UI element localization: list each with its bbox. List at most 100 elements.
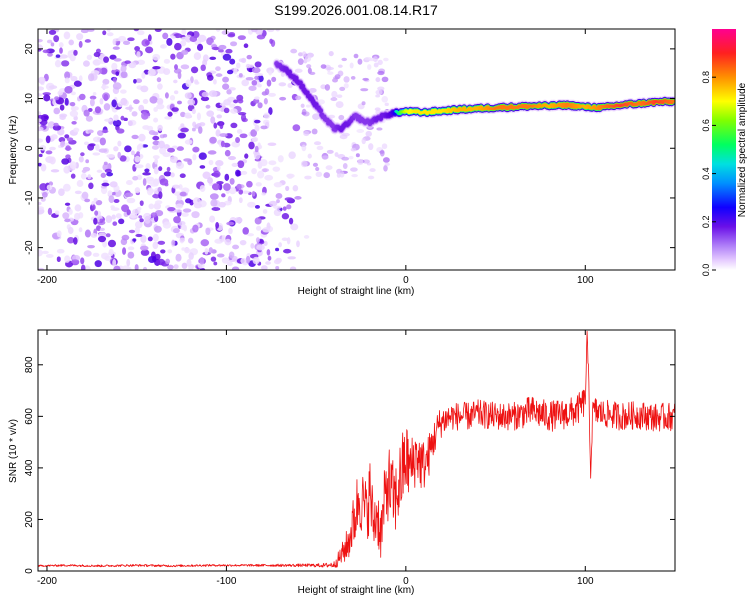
spectrogram-noise-cell: [255, 237, 260, 244]
spectrogram-noise-cell: [43, 94, 51, 102]
spectrogram-noise-cell: [192, 153, 197, 161]
spectrogram-noise-cell: [119, 155, 127, 162]
spectrogram-noise-cell: [230, 122, 238, 129]
spectrogram-noise-cell: [177, 71, 182, 80]
spectrogram-noise-cell: [124, 60, 131, 64]
spectrogram-noise-cell: [301, 144, 307, 152]
spectrogram-noise-cell: [204, 247, 209, 255]
spectrogram-noise-cell: [226, 261, 233, 266]
spectrogram-noise-cell: [78, 75, 83, 82]
spectrogram-noise-cell: [175, 253, 182, 262]
spectrogram-noise-cell: [281, 213, 290, 220]
spectrogram-noise-cell: [50, 134, 58, 140]
spectrogram-noise-cell: [262, 227, 271, 233]
spectrogram-noise-cell: [206, 74, 214, 81]
colorbar-gradient: [712, 29, 736, 270]
spectrogram-noise-cell: [356, 128, 365, 134]
spectrogram-noise-cell: [122, 247, 127, 255]
spectrogram-noise-cell: [181, 262, 188, 269]
spectrogram-noise-cell: [156, 103, 165, 110]
spectrogram-noise-cell: [167, 249, 173, 254]
spectrogram-noise-cell: [80, 172, 87, 180]
spectrogram-noise-cell: [202, 59, 208, 67]
spectrogram-noise-cell: [225, 48, 233, 54]
spectrogram-noise-cell: [172, 145, 178, 149]
spectrogram-noise-cell: [109, 181, 118, 188]
spectrogram-noise-cell: [134, 45, 141, 52]
spectrogram-noise-cell: [131, 111, 138, 117]
spectrogram-noise-cell: [80, 257, 85, 265]
spectrogram-noise-cell: [315, 166, 320, 172]
spectrogram-noise-cell: [238, 197, 243, 204]
spectrogram-noise-cell: [184, 247, 191, 254]
spectrogram-noise-cell: [78, 93, 86, 101]
spectrogram-noise-cell: [254, 119, 261, 124]
spectrogram-noise-cell: [375, 77, 381, 83]
spectrogram-noise-cell: [179, 237, 186, 243]
spectrogram-noise-cell: [276, 199, 280, 204]
spectrogram-noise-cell: [138, 133, 146, 142]
spectrogram-noise-cell: [361, 101, 366, 106]
spectrogram-noise-cell: [226, 89, 232, 95]
spectrogram-noise-cell: [49, 146, 56, 151]
spectrogram-noise-cell: [83, 109, 90, 117]
spectrogram-noise-cell: [38, 38, 43, 43]
spectrogram-noise-cell: [288, 151, 296, 159]
spectrogram-noise-cell: [135, 78, 143, 84]
spectrogram-noise-cell: [192, 146, 200, 153]
spectrogram-noise-cell: [126, 258, 131, 267]
spectrogram-noise-cell: [245, 77, 254, 81]
spectrogram-noise-cell: [180, 64, 190, 70]
spectrogram-noise-cell: [250, 243, 255, 249]
spectrogram-noise-cell: [255, 182, 262, 187]
spectrogram-noise-cell: [193, 52, 202, 60]
spectrogram-noise-cell: [69, 101, 76, 107]
spectrogram-noise-cell: [66, 137, 74, 142]
spectrogram-noise-cell: [104, 118, 113, 122]
spectrogram-noise-cell: [200, 239, 210, 247]
spectrogram-noise-cell: [99, 227, 105, 231]
spectrogram-noise-cell: [231, 266, 240, 270]
spectrogram-noise-cell: [215, 66, 221, 72]
spectrogram-noise-cell: [165, 258, 171, 265]
spectrogram-noise-cell: [62, 183, 71, 192]
figure-title: S199.2026.001.08.14.R17: [274, 2, 438, 18]
spectrogram-noise-cell: [180, 127, 189, 133]
spectrogram-noise-cell: [251, 67, 261, 74]
spectrogram-noise-cell: [315, 171, 323, 178]
spectrogram-noise-cell: [213, 261, 218, 266]
spectrogram-noise-cell: [153, 117, 159, 123]
spectrogram-noise-cell: [69, 110, 79, 117]
spectrogram-frame: [37, 28, 676, 271]
spectrogram-noise-cell: [300, 103, 305, 108]
spectrogram-noise-cell: [127, 251, 135, 259]
spectrogram-noise-cell: [234, 217, 243, 224]
spectrogram-noise-cell: [311, 128, 318, 135]
spectrogram-noise-cell: [64, 255, 71, 263]
spectrogram-noise-cell: [153, 107, 158, 113]
spectrogram-noise-cell: [201, 91, 209, 98]
spectrogram-noise-cell: [185, 79, 192, 88]
spectrogram-noise-cell: [229, 187, 237, 195]
spectrogram-noise-cell: [78, 227, 83, 233]
spectrogram-noise-cell: [273, 259, 281, 265]
spectrogram-noise-cell: [138, 104, 145, 112]
spectrogram-noise-cell: [112, 221, 118, 226]
spectrogram-noise-cell: [163, 68, 171, 76]
spectrogram-noise-cell: [313, 141, 322, 146]
spectrogram-noise-cell: [157, 140, 165, 149]
spectrogram-noise-cell: [50, 169, 60, 173]
colorbar-ticks: 0.0 0.2 0.4 0.6 0.8: [701, 71, 716, 276]
spectrogram-noise-cell: [160, 249, 166, 254]
spectrogram-noise-cell: [96, 169, 103, 173]
spectrogram-noise-cell: [87, 174, 92, 180]
spectrogram-noise-cell: [105, 215, 113, 223]
spectrogram-noise-cell: [294, 196, 302, 200]
spectrogram-noise-cell: [38, 126, 44, 132]
spectrogram-noise-cell: [326, 66, 334, 71]
spectrogram-noise-cell: [129, 212, 138, 219]
spectrogram-noise-cell: [316, 145, 324, 151]
spectrogram-noise-cell: [166, 166, 171, 172]
spectrogram-noise-cell: [170, 172, 175, 178]
spectrogram-noise-cell: [254, 72, 264, 77]
